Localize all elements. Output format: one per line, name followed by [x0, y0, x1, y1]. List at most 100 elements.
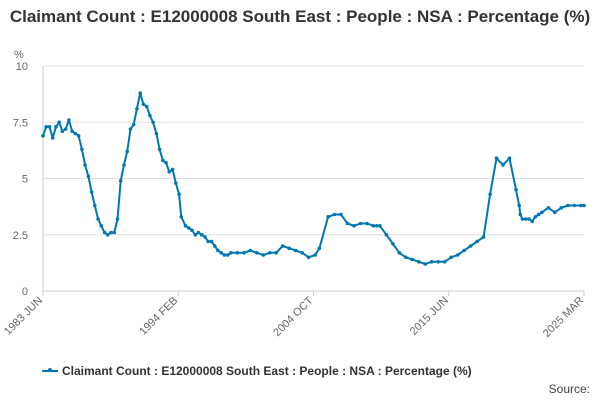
data-point — [122, 163, 126, 167]
gridlines — [43, 65, 584, 292]
data-point — [462, 248, 466, 253]
data-point — [404, 255, 408, 260]
data-point — [63, 127, 68, 131]
data-point — [442, 260, 447, 264]
data-point — [546, 206, 551, 210]
data-point — [164, 161, 168, 165]
data-point — [93, 203, 97, 208]
data-point — [115, 217, 120, 221]
data-point — [229, 251, 233, 255]
y-tick-label: 7.5 — [13, 117, 28, 129]
data-point — [67, 118, 71, 122]
data-point — [540, 210, 544, 215]
data-point — [235, 251, 240, 255]
data-point — [417, 260, 421, 264]
data-point — [429, 260, 434, 264]
data-point — [193, 233, 198, 237]
data-point — [47, 125, 52, 129]
data-point — [76, 134, 81, 138]
chart-title: Claimant Count : E12000008 South East : … — [9, 7, 591, 26]
data-point — [345, 221, 350, 226]
data-point — [530, 219, 534, 224]
x-tick-label: 1994 FEB — [137, 295, 180, 338]
data-point — [293, 248, 298, 253]
data-point — [317, 246, 322, 251]
data-point — [148, 113, 152, 118]
data-point — [57, 120, 61, 125]
data-point — [216, 248, 220, 253]
data-point — [196, 230, 201, 235]
legend[interactable]: Claimant Count : E12000008 South East : … — [42, 364, 472, 378]
data-point — [167, 170, 172, 174]
data-point — [174, 181, 178, 185]
data-point — [242, 251, 246, 255]
data-point — [254, 251, 259, 255]
data-point — [494, 156, 499, 160]
data-point — [138, 91, 142, 95]
data-point — [89, 190, 94, 194]
x-tick-label: 2004 OCT — [271, 294, 316, 339]
data-point — [517, 203, 521, 208]
data-point — [365, 221, 369, 226]
y-axis-label: % — [14, 49, 24, 61]
data-point — [135, 107, 139, 111]
data-point — [225, 253, 230, 257]
data-point — [410, 257, 415, 262]
data-point — [339, 212, 343, 217]
data-point — [352, 224, 356, 228]
data-point — [533, 215, 538, 219]
data-point — [80, 147, 84, 152]
data-point — [261, 253, 266, 257]
data-point — [50, 136, 55, 140]
data-point — [306, 255, 311, 260]
data-point — [99, 224, 104, 228]
y-tick-label: 5 — [22, 174, 28, 186]
legend-swatch — [42, 368, 58, 372]
data-point — [187, 226, 191, 230]
y-tick-labels: 0 2.5 5 7.5 10 — [13, 61, 28, 298]
x-tick-label: 2015 JUN — [408, 295, 451, 338]
data-point — [118, 179, 123, 183]
data-point — [141, 102, 146, 106]
data-point — [86, 174, 91, 179]
data-point — [436, 260, 441, 264]
data-point — [579, 203, 583, 208]
data-point — [391, 242, 395, 246]
data-point — [199, 233, 204, 237]
data-point — [326, 215, 330, 219]
data-point — [518, 212, 523, 217]
data-point — [157, 147, 162, 152]
y-tick-label: 10 — [16, 61, 28, 73]
data-point — [332, 212, 337, 217]
data-point — [54, 125, 58, 129]
x-tick-label: 1983 JUN — [2, 295, 45, 338]
data-point — [507, 156, 512, 160]
data-point — [154, 131, 159, 136]
y-tick-label: 0 — [22, 286, 28, 298]
data-point — [553, 210, 557, 215]
data-point — [280, 244, 285, 248]
data-point — [358, 221, 363, 226]
data-point — [268, 251, 272, 255]
data-point — [70, 129, 74, 134]
data-point — [374, 224, 379, 228]
x-tick-labels: 1983 JUN 1994 FEB 2004 OCT 2015 JUN 2025 MAR — [2, 291, 586, 340]
data-point — [222, 253, 227, 257]
data-point — [144, 104, 149, 109]
data-point — [203, 235, 207, 239]
source-label: Source: — [548, 382, 590, 396]
data-point — [300, 251, 305, 255]
data-point — [287, 246, 292, 251]
data-point — [179, 215, 183, 219]
data-point — [449, 255, 454, 260]
data-point — [106, 233, 110, 237]
data-point — [274, 251, 279, 255]
data-point — [520, 217, 525, 221]
data-point — [102, 230, 107, 235]
data-point — [582, 203, 586, 208]
data-point — [514, 188, 518, 192]
data-point — [183, 224, 188, 228]
data-point — [384, 233, 389, 237]
data-point — [397, 251, 402, 255]
